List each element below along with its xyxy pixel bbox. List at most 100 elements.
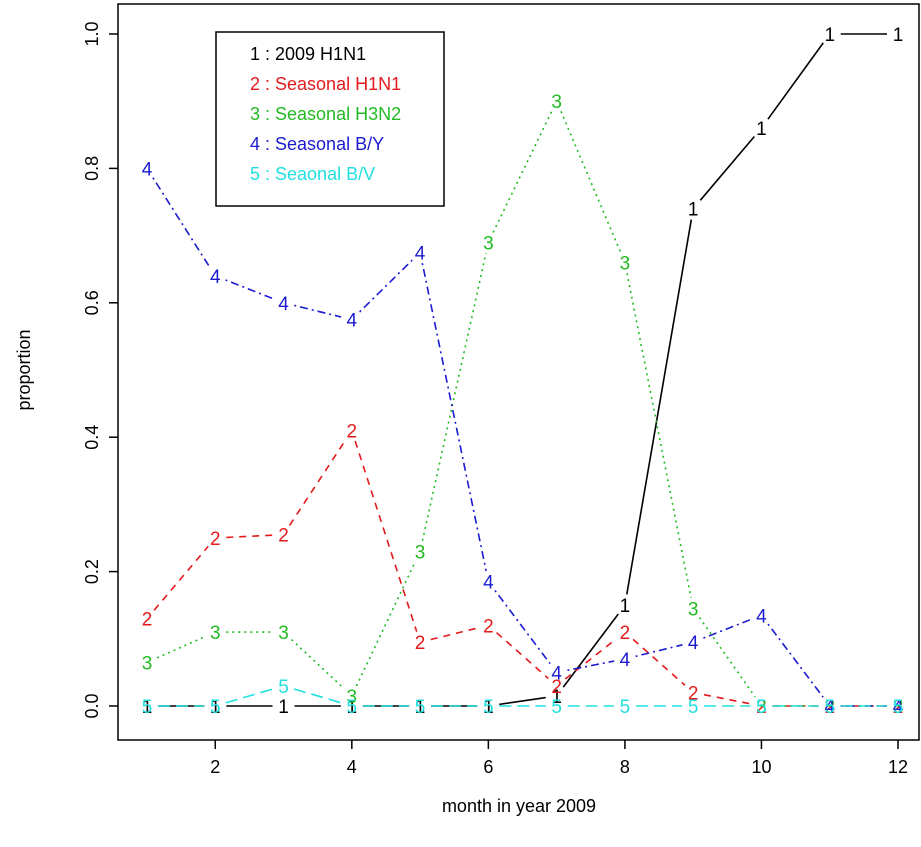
- series-3-point: 3: [620, 253, 631, 274]
- series-2-segment: [288, 439, 347, 526]
- series-3-segment: [156, 635, 206, 659]
- series-4-segment: [767, 623, 824, 698]
- series-3-point: 3: [142, 653, 153, 674]
- series-4-point: 4: [620, 650, 631, 671]
- y-tick-label: 0.0: [82, 693, 102, 718]
- series-1-segment: [767, 42, 824, 120]
- series-2-point: 2: [620, 623, 631, 644]
- series-1-point: 1: [620, 596, 631, 617]
- series-5-point: 5: [620, 697, 631, 718]
- series-3-segment: [492, 110, 553, 233]
- series-4-segment: [567, 660, 615, 672]
- series-1-point: 1: [210, 697, 221, 718]
- series-4-point: 4: [551, 663, 562, 684]
- series-2-point: 2: [551, 677, 562, 698]
- y-tick-label: 0.6: [82, 290, 102, 315]
- series-4-point: 4: [278, 294, 289, 315]
- series-3-segment: [626, 273, 692, 598]
- series-3-point: 3: [688, 600, 699, 621]
- x-axis-title: month in year 2009: [442, 796, 596, 816]
- series-3-point: 3: [347, 687, 358, 708]
- series-5-segment: [225, 688, 274, 704]
- series-5-segment: [293, 688, 342, 704]
- series-5-point: 5: [893, 697, 904, 718]
- x-tick-label: 12: [888, 757, 908, 777]
- series-4-segment: [152, 177, 211, 268]
- series-4-point: 4: [347, 311, 358, 332]
- series-4-segment: [703, 618, 752, 639]
- x-tick-label: 4: [347, 757, 357, 777]
- series-3-point: 3: [756, 697, 767, 718]
- y-tick-label: 0.8: [82, 156, 102, 181]
- legend-entry-5: 5 : Seaonal B/V: [250, 164, 375, 184]
- series-2-point: 2: [893, 697, 904, 718]
- series-3-segment: [698, 617, 756, 698]
- y-tick-label: 0.2: [82, 559, 102, 584]
- series-2-point: 2: [278, 526, 289, 547]
- series-5-point: 5: [347, 697, 358, 718]
- series-2-segment: [153, 545, 209, 611]
- series-4-point: 4: [756, 606, 767, 627]
- series-1-point: 1: [483, 697, 494, 718]
- series-5-point: 5: [142, 697, 153, 718]
- series-5-point: 5: [415, 697, 426, 718]
- series-3-segment: [421, 252, 487, 541]
- series-2-segment: [226, 534, 273, 539]
- series-3-point: 3: [551, 92, 562, 113]
- y-axis-title: proportion: [14, 329, 34, 410]
- series-4-segment: [294, 304, 342, 318]
- series-1-point: 1: [142, 697, 153, 718]
- series-1-point: 1: [347, 697, 358, 718]
- legend-entry-2: 2 : Seasonal H1N1: [250, 74, 401, 94]
- x-axis: 2 4 6 8 10 12: [210, 740, 908, 777]
- series-2-segment: [430, 627, 478, 641]
- series-2-point: 2: [415, 633, 426, 654]
- series-1-point: 1: [551, 687, 562, 708]
- series-3-segment: [355, 561, 417, 687]
- series-3-segment: [560, 111, 622, 253]
- series-2-point: 2: [142, 610, 153, 631]
- series-4-segment: [225, 279, 274, 300]
- legend-box: [215, 31, 445, 207]
- series-3-point: 3: [483, 233, 494, 254]
- x-tick-label: 10: [751, 757, 771, 777]
- series-4-point: 4: [142, 159, 153, 180]
- series-2-segment: [703, 693, 751, 705]
- legend-entry-4: 4 : Seasonal B/Y: [250, 134, 384, 154]
- series-1-point: 1: [415, 697, 426, 718]
- series-3-point: 3: [278, 623, 289, 644]
- plot-frame: [117, 3, 920, 741]
- x-tick-label: 6: [483, 757, 493, 777]
- series-3-point: 3: [210, 623, 221, 644]
- series-2-point: 2: [483, 616, 494, 637]
- series-4-segment: [635, 644, 683, 658]
- series-1-segment: [562, 613, 619, 688]
- series-5-point: 5: [483, 697, 494, 718]
- series-2-segment: [632, 638, 686, 686]
- y-axis: 0.0 0.2 0.4 0.6 0.8 1.0: [82, 21, 118, 719]
- series-4-segment: [421, 263, 487, 572]
- series-2: 2 2 2 2 2 2 2 2 2 2 2 2: [142, 421, 904, 718]
- series-3-point: 3: [415, 542, 426, 563]
- series-4-point: 4: [688, 633, 699, 654]
- series-1-point: 1: [893, 25, 904, 46]
- series-5-point: 5: [278, 677, 289, 698]
- series-2-point: 2: [347, 421, 358, 442]
- series-2-point: 2: [756, 697, 767, 718]
- series-4-point: 4: [893, 697, 904, 718]
- legend: 1 : 2009 H1N1 2 : Seasonal H1N1 3 : Season…: [215, 31, 445, 207]
- series-4-point: 4: [415, 243, 426, 264]
- y-tick-label: 0.4: [82, 425, 102, 450]
- x-tick-label: 2: [210, 757, 220, 777]
- series-1-point: 1: [688, 200, 699, 221]
- series-1-segment: [499, 696, 546, 706]
- series-4-segment: [494, 589, 551, 665]
- legend-entry-1: 1 : 2009 H1N1: [250, 44, 366, 64]
- series-2-segment: [354, 440, 418, 632]
- series-4: 4 4 4 4 4 4 4 4 4 4 4 4: [142, 159, 904, 718]
- series-5-point: 5: [210, 697, 221, 718]
- series-4-point: 4: [824, 697, 835, 718]
- series-5-point: 5: [756, 697, 767, 718]
